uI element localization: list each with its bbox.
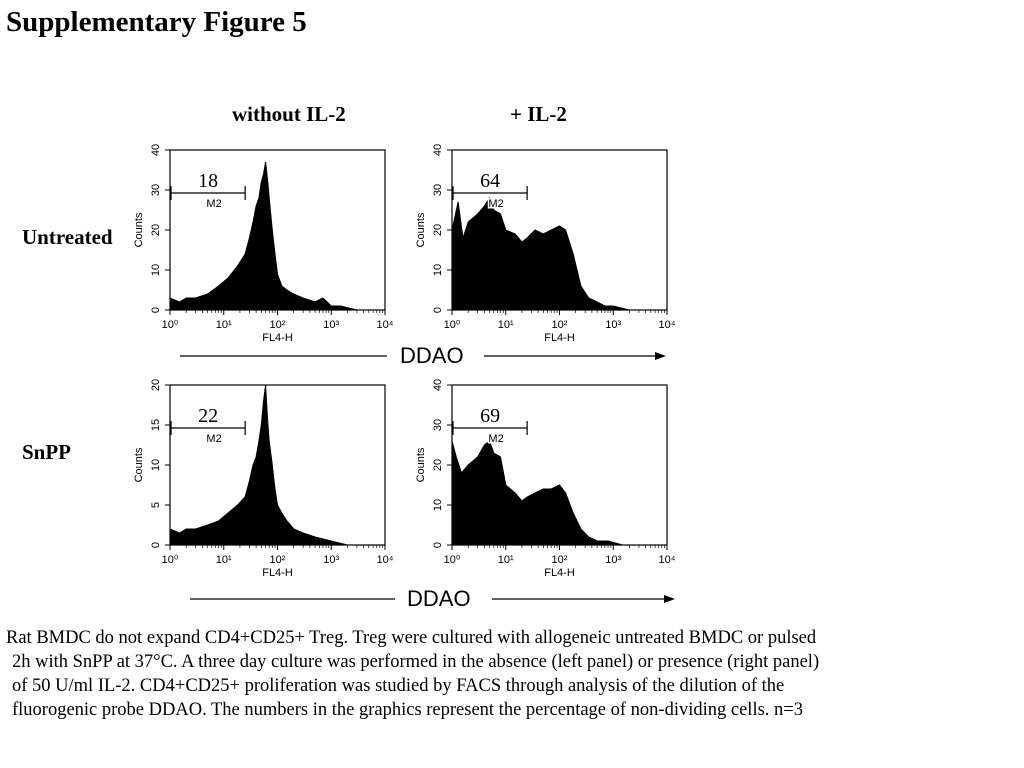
histogram-area <box>451 196 667 311</box>
y-tick-label: 30 <box>432 419 444 431</box>
y-axis-label: Counts <box>415 212 427 247</box>
caption-line: Rat BMDC do not expand CD4+CD25+ Treg. T… <box>6 628 817 648</box>
x-tick-label: 10¹ <box>216 554 232 566</box>
column-header-without-il2: without IL-2 <box>232 102 346 126</box>
figure-caption: Rat BMDC do not expand CD4+CD25+ Treg. T… <box>6 626 1020 722</box>
figure-title: Supplementary Figure 5 <box>6 6 307 38</box>
y-axis-label: Counts <box>133 212 145 247</box>
histogram-snpp-plus-il2: 10⁰ 10¹ 10² 10³ 10⁴ 0 10 20 30 40 FL4-H Counts M2 M2 6… <box>412 375 682 585</box>
row-header-untreated: Untreated <box>22 225 113 249</box>
y-tick-label: 0 <box>432 542 444 548</box>
x-axis-label: FL4-H <box>262 567 293 579</box>
x-tick-label: 10⁰ <box>444 319 461 331</box>
x-tick-label: 10² <box>552 319 568 331</box>
ddao-label-top: DDAO <box>400 343 464 368</box>
y-tick-label: 30 <box>150 184 162 196</box>
caption-line: 2h with SnPP at 37°C. A three day cultur… <box>12 652 820 672</box>
ddao-arrow-bottom-head <box>664 595 675 603</box>
y-axis-label: Counts <box>133 447 145 482</box>
x-axis-label: FL4-H <box>262 332 293 344</box>
ddao-arrow-top-head <box>655 352 666 360</box>
caption-line: of 50 U/ml IL-2. CD4+CD25+ proliferation… <box>12 676 785 696</box>
x-tick-label: 10¹ <box>498 319 514 331</box>
gate-label-halo: M2 <box>206 198 221 210</box>
y-tick-label: 5 <box>150 502 162 508</box>
y-tick-label: 40 <box>432 379 444 391</box>
y-tick-label: 15 <box>150 419 162 431</box>
x-tick-label: 10⁰ <box>162 554 179 566</box>
gate-label: M2 <box>488 198 503 210</box>
x-tick-label: 10⁴ <box>659 554 676 566</box>
y-tick-label: 10 <box>432 499 444 511</box>
x-tick-label: 10³ <box>605 319 621 331</box>
y-tick-label: 20 <box>150 379 162 391</box>
x-tick-label: 10² <box>270 554 286 566</box>
x-tick-label: 10⁴ <box>377 319 394 331</box>
histogram-snpp-without-il2: 10⁰ 10¹ 10² 10³ 10⁴ 0 5 10 15 20 FL4-H Counts M2 M2 22 <box>130 375 400 585</box>
y-tick-label: 40 <box>150 144 162 156</box>
histogram-area <box>451 440 667 546</box>
histogram-area <box>169 161 385 311</box>
caption-line: fluorogenic probe DDAO. The numbers in t… <box>12 700 803 720</box>
row-header-snpp: SnPP <box>22 440 72 464</box>
x-tick-label: 10⁰ <box>444 554 461 566</box>
gate-label: M2 <box>206 433 221 445</box>
y-tick-label: 0 <box>150 542 162 548</box>
gate-label-halo: M2 <box>488 433 503 445</box>
x-tick-label: 10⁰ <box>162 319 179 331</box>
x-axis-label: FL4-H <box>544 567 575 579</box>
x-tick-label: 10³ <box>323 319 339 331</box>
ddao-label-bottom: DDAO <box>407 586 471 611</box>
non-dividing-percentage: 18 <box>198 170 218 192</box>
non-dividing-percentage: 69 <box>480 405 500 427</box>
y-tick-label: 10 <box>432 264 444 276</box>
y-tick-label: 20 <box>150 224 162 236</box>
gate-label: M2 <box>488 433 503 445</box>
y-tick-label: 30 <box>432 184 444 196</box>
histogram-area <box>169 384 385 546</box>
gate-label: M2 <box>206 198 221 210</box>
x-axis-label: FL4-H <box>544 332 575 344</box>
x-tick-label: 10⁴ <box>377 554 394 566</box>
x-tick-label: 10³ <box>323 554 339 566</box>
x-tick-label: 10³ <box>605 554 621 566</box>
gate-label-halo: M2 <box>488 198 503 210</box>
histogram-untreated-plus-il2: 10⁰ 10¹ 10² 10³ 10⁴ 0 10 20 30 40 FL4-H Counts M2 M2 6… <box>412 140 682 350</box>
x-tick-label: 10⁴ <box>659 319 676 331</box>
x-tick-label: 10¹ <box>498 554 514 566</box>
y-axis-label: Counts <box>415 447 427 482</box>
x-tick-label: 10² <box>270 319 286 331</box>
y-tick-label: 40 <box>432 144 444 156</box>
x-tick-label: 10¹ <box>216 319 232 331</box>
non-dividing-percentage: 64 <box>480 170 500 192</box>
y-tick-label: 20 <box>432 459 444 471</box>
y-tick-label: 10 <box>150 264 162 276</box>
gate-label-halo: M2 <box>206 433 221 445</box>
column-header-plus-il2: + IL-2 <box>510 102 567 126</box>
x-tick-label: 10² <box>552 554 568 566</box>
y-tick-label: 0 <box>432 307 444 313</box>
y-tick-label: 10 <box>150 459 162 471</box>
histogram-untreated-without-il2: 10⁰ 10¹ 10² 10³ 10⁴ 0 10 20 30 40 FL4-H Counts M2 M2 1… <box>130 140 400 350</box>
non-dividing-percentage: 22 <box>198 405 218 427</box>
y-tick-label: 0 <box>150 307 162 313</box>
y-tick-label: 20 <box>432 224 444 236</box>
